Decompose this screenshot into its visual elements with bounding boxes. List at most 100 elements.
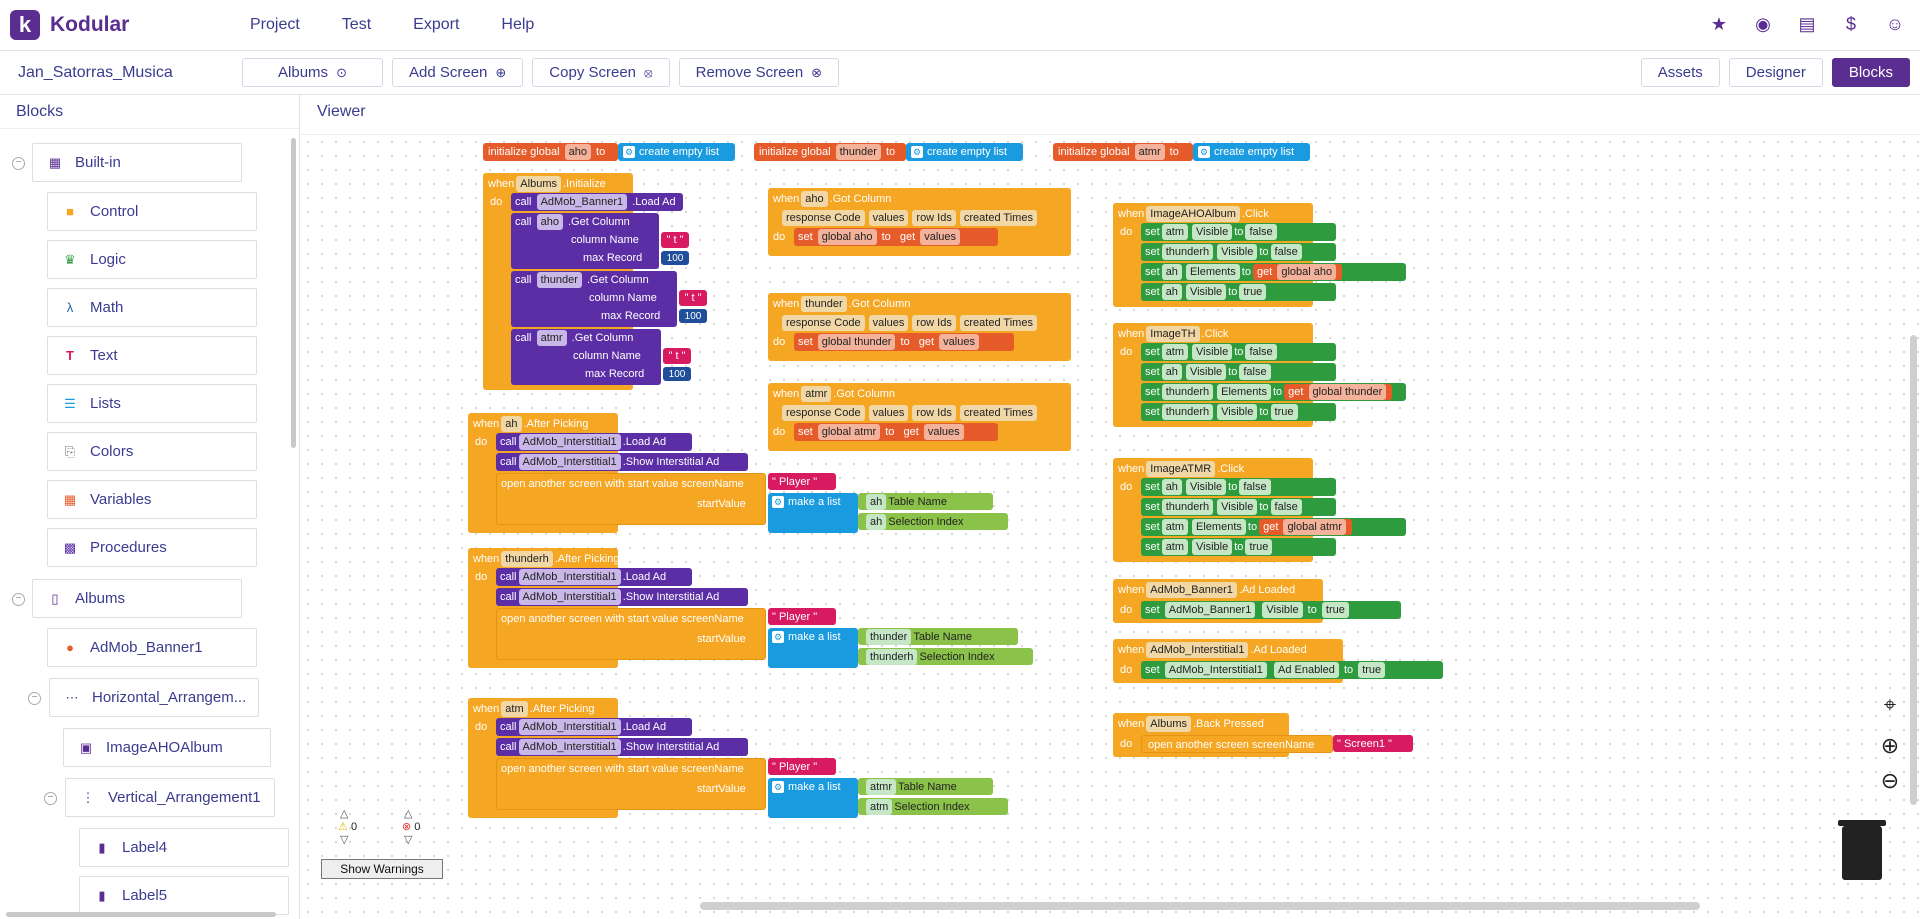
component-dropdown[interactable]: ah	[501, 416, 522, 432]
set-property-row[interactable]: set thunderh Visible to false	[1141, 243, 1336, 261]
bool-dropdown[interactable]: false	[1245, 224, 1277, 240]
tree-colors[interactable]: ⎘ Colors	[47, 432, 257, 471]
call-interstitial-loadad[interactable]: call AdMob_Interstitial1 .Load Ad	[496, 433, 692, 451]
component-dropdown[interactable]: atm	[1161, 539, 1189, 555]
call-get-column-atmr[interactable]: call atmr .Get Column column Name max Re…	[511, 329, 661, 385]
component-dropdown[interactable]: ah	[1161, 264, 1182, 280]
component-dropdown[interactable]: thunderh	[1161, 244, 1214, 260]
gear-icon[interactable]: ⚙	[911, 146, 923, 158]
param-created-times[interactable]: created Times	[959, 210, 1037, 226]
property-dropdown[interactable]: Ad Enabled	[1273, 662, 1339, 678]
component-dropdown[interactable]: ah	[1161, 364, 1182, 380]
number-literal[interactable]: 100	[663, 367, 691, 381]
set-global-aho[interactable]: set global aho to get values	[794, 228, 998, 246]
tree-text[interactable]: T Text	[47, 336, 257, 375]
property-dropdown[interactable]: Table Name	[913, 631, 973, 643]
component-dropdown[interactable]: thunderh	[1161, 404, 1214, 420]
init-global-aho-block[interactable]: initialize global aho to	[483, 143, 618, 161]
component-dropdown[interactable]: AdMob_Banner1	[1164, 602, 1256, 618]
number-literal[interactable]: 100	[661, 251, 689, 265]
set-property-row[interactable]: set ah Elements to get global aho	[1141, 263, 1406, 281]
set-property-row[interactable]: set thunderh Visible to false	[1141, 498, 1336, 516]
property-dropdown[interactable]: Table Name	[898, 781, 957, 793]
back-pressed-event[interactable]: when Albums .Back Pressed do open anothe…	[1113, 713, 1413, 757]
component-dropdown[interactable]: AdMob_Interstitial1	[1164, 662, 1267, 678]
param-values[interactable]: values	[868, 315, 909, 331]
bool-dropdown[interactable]: true	[1270, 404, 1298, 420]
menu-project[interactable]: Project	[250, 16, 300, 33]
menu-export[interactable]: Export	[413, 16, 460, 33]
set-property-row[interactable]: set atm Elements to get global atmr	[1141, 518, 1406, 536]
arrow-down-icon[interactable]: ▽	[404, 834, 413, 846]
open-screen-with-value[interactable]: open another screen with start value scr…	[496, 608, 766, 660]
gear-icon[interactable]: ⚙	[772, 496, 784, 508]
property-dropdown[interactable]: Elements	[1185, 264, 1240, 280]
tree-procedures[interactable]: ▩ Procedures	[47, 528, 257, 567]
open-another-screen[interactable]: open another screen screenName	[1141, 735, 1333, 753]
bool-dropdown[interactable]: true	[1245, 539, 1273, 555]
component-dropdown[interactable]: thunderh	[501, 551, 553, 567]
component-dropdown[interactable]: AdMob_Interstitial1	[518, 589, 621, 605]
property-dropdown[interactable]: Visible	[1192, 344, 1233, 360]
component-dropdown[interactable]: AdMob_Banner1	[1146, 582, 1237, 598]
tree-horizontal-arrangement[interactable]: ⋯ Horizontal_Arrangem...	[49, 678, 259, 717]
tree-math[interactable]: λ Math	[47, 288, 257, 327]
table-name-block[interactable]: atmr Table Name	[858, 778, 993, 795]
component-dropdown[interactable]: AdMob_Interstitial1	[518, 569, 621, 585]
designer-button[interactable]: Designer	[1728, 58, 1823, 87]
bool-dropdown[interactable]: false	[1239, 364, 1271, 380]
set-property-row[interactable]: set atm Visible to true	[1141, 538, 1336, 556]
bool-dropdown[interactable]: true	[1239, 284, 1267, 300]
library-icon[interactable]: ▤	[1798, 13, 1816, 34]
component-dropdown[interactable]: atm	[1161, 519, 1189, 535]
make-a-list-block[interactable]: ⚙ make a list	[768, 778, 858, 818]
selection-index-block[interactable]: ah Selection Index	[858, 513, 1008, 530]
component-dropdown[interactable]: ImageATMR	[1146, 461, 1216, 477]
param-values[interactable]: values	[868, 405, 909, 421]
init-global-atmr-block[interactable]: initialize global atmr to	[1053, 143, 1193, 161]
table-name-block[interactable]: thunder Table Name	[858, 628, 1018, 645]
component-dropdown[interactable]: thunder	[536, 272, 582, 288]
param-response-code[interactable]: response Code	[782, 315, 865, 331]
click-event[interactable]: when ImageTH .Click do set atm Visible to false s…	[1113, 323, 1406, 427]
zoom-out-icon[interactable]: ⊖	[1880, 768, 1900, 793]
blocks-button[interactable]: Blocks	[1831, 58, 1910, 87]
text-literal[interactable]: " t "	[661, 232, 689, 248]
table-name-block[interactable]: ah Table Name	[858, 493, 993, 510]
component-dropdown[interactable]: AdMob_Interstitial1	[518, 454, 621, 470]
component-dropdown[interactable]: atm	[1161, 224, 1189, 240]
after-picking-event[interactable]: when thunderh .After Picking do call AdMob_In…	[468, 548, 1033, 668]
bool-dropdown[interactable]: false	[1239, 479, 1271, 495]
gear-icon[interactable]: ⚙	[623, 146, 635, 158]
call-banner-loadad[interactable]: call AdMob_Banner1 .Load Ad	[511, 193, 683, 211]
create-empty-list-block[interactable]: ⚙ create empty list	[906, 143, 1023, 161]
tree-builtin[interactable]: ▦ Built-in	[32, 143, 242, 182]
property-dropdown[interactable]: Visible	[1192, 224, 1233, 240]
property-dropdown[interactable]: Elements	[1217, 384, 1271, 400]
make-a-list-block[interactable]: ⚙ make a list	[768, 493, 858, 533]
set-property-row[interactable]: set ah Visible to true	[1141, 283, 1336, 301]
set-property-row[interactable]: set ah Visible to false	[1141, 478, 1336, 496]
component-dropdown[interactable]: thunder	[801, 296, 847, 312]
menu-test[interactable]: Test	[341, 16, 372, 33]
open-screen-with-value[interactable]: open another screen with start value scr…	[496, 758, 766, 810]
sidebar-vertical-scrollbar[interactable]	[291, 138, 296, 448]
make-a-list-block[interactable]: ⚙ make a list	[768, 628, 858, 668]
call-get-column-aho[interactable]: call aho .Get Column column Name max Rec…	[511, 213, 659, 269]
call-interstitial-show[interactable]: call AdMob_Interstitial1 .Show Interstitia…	[496, 738, 748, 756]
set-property-row[interactable]: set thunderh Visible to true	[1141, 403, 1336, 421]
component-dropdown[interactable]: atm	[866, 799, 893, 815]
gear-icon[interactable]: ⚙	[772, 631, 784, 643]
component-dropdown[interactable]: atm	[1161, 344, 1189, 360]
component-dropdown[interactable]: aho	[801, 191, 828, 207]
tree-variables[interactable]: ▦ Variables	[47, 480, 257, 519]
component-dropdown[interactable]: ImageAHOAlbum	[1146, 206, 1240, 222]
set-interstitial-enabled[interactable]: set AdMob_Interstitial1 Ad Enabled to tr…	[1141, 661, 1443, 679]
player-literal[interactable]: " Player "	[768, 473, 836, 490]
text-literal[interactable]: " t "	[663, 348, 691, 364]
component-dropdown[interactable]: thunderh	[1161, 499, 1214, 515]
account-icon[interactable]: ☺	[1885, 13, 1905, 34]
property-dropdown[interactable]: Visible	[1262, 602, 1303, 618]
param-created-times[interactable]: created Times	[959, 405, 1037, 421]
call-interstitial-loadad[interactable]: call AdMob_Interstitial1 .Load Ad	[496, 568, 692, 586]
